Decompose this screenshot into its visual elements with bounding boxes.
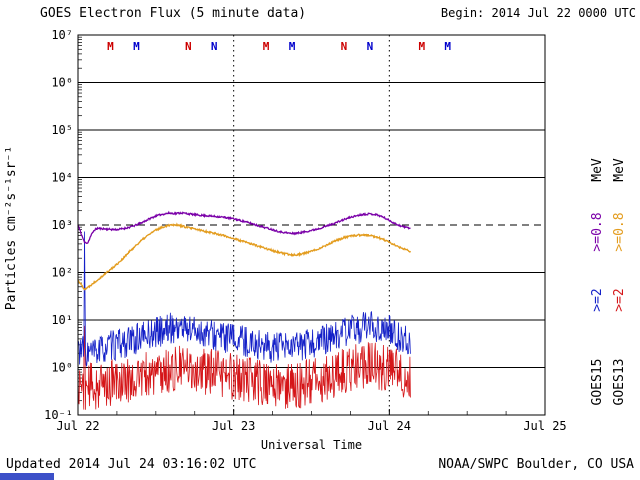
y-tick-label: 10⁻¹: [44, 408, 73, 422]
satellite-midnight-marker: M: [107, 40, 114, 53]
satellite-noon-marker: N: [211, 40, 218, 53]
credit-label: NOAA/SWPC Boulder, CO USA: [438, 457, 634, 472]
x-tick-label: Jul 24: [368, 419, 411, 433]
legend-satellite-label-goes15: GOES15: [590, 359, 605, 406]
plot-border: [77, 34, 546, 416]
y-axis-label: Particles cm⁻²s⁻¹sr⁻¹: [4, 146, 19, 310]
x-tick-label: Jul 23: [212, 419, 255, 433]
y-tick-label: 10²: [51, 266, 73, 280]
y-tick-label: 10³: [51, 218, 73, 232]
satellite-midnight-marker: M: [263, 40, 270, 53]
chart-title: GOES Electron Flux (5 minute data): [40, 6, 307, 21]
legend-mev-label-goes13: MeV: [612, 158, 627, 182]
y-tick-label: 10⁴: [51, 171, 73, 185]
x-tick-label: Jul 22: [56, 419, 99, 433]
series-goes15-2-mev: [77, 231, 411, 367]
series-goes15-0.8-mev: [77, 210, 411, 244]
legend-e08-label-goes13: >=0.8: [612, 212, 627, 251]
satellite-midnight-marker: M: [444, 40, 451, 53]
satellite-midnight-marker: M: [289, 40, 296, 53]
y-tick-label: 10⁰: [51, 361, 73, 375]
satellite-midnight-marker: M: [418, 40, 425, 53]
y-tick-label: 10⁷: [51, 28, 73, 42]
legend-e08-label-goes15: >=0.8: [590, 212, 605, 251]
y-tick-label: 10¹: [51, 313, 73, 327]
legend-satellite-label-goes13: GOES13: [612, 359, 627, 406]
satellite-noon-marker: N: [341, 40, 348, 53]
updated-timestamp: Updated 2014 Jul 24 03:16:02 UTC: [6, 457, 257, 472]
satellite-noon-marker: N: [367, 40, 374, 53]
series-goes13-2-mev: [77, 325, 411, 410]
legend-e2-label-goes15: >=2: [590, 288, 605, 311]
series-goes13-0.8-mev: [77, 222, 411, 291]
legend-mev-label-goes15: MeV: [590, 158, 605, 182]
y-tick-label: 10⁵: [51, 123, 73, 137]
bottom-blue-bar: [0, 473, 54, 480]
satellite-midnight-marker: M: [133, 40, 140, 53]
legend-e2-label-goes13: >=2: [612, 288, 627, 311]
satellite-noon-marker: N: [185, 40, 192, 53]
x-tick-label: Jul 25: [523, 419, 566, 433]
x-axis-label: Universal Time: [260, 438, 363, 452]
begin-timestamp: Begin: 2014 Jul 22 0000 UTC: [440, 6, 636, 20]
y-tick-label: 10⁶: [51, 76, 73, 90]
